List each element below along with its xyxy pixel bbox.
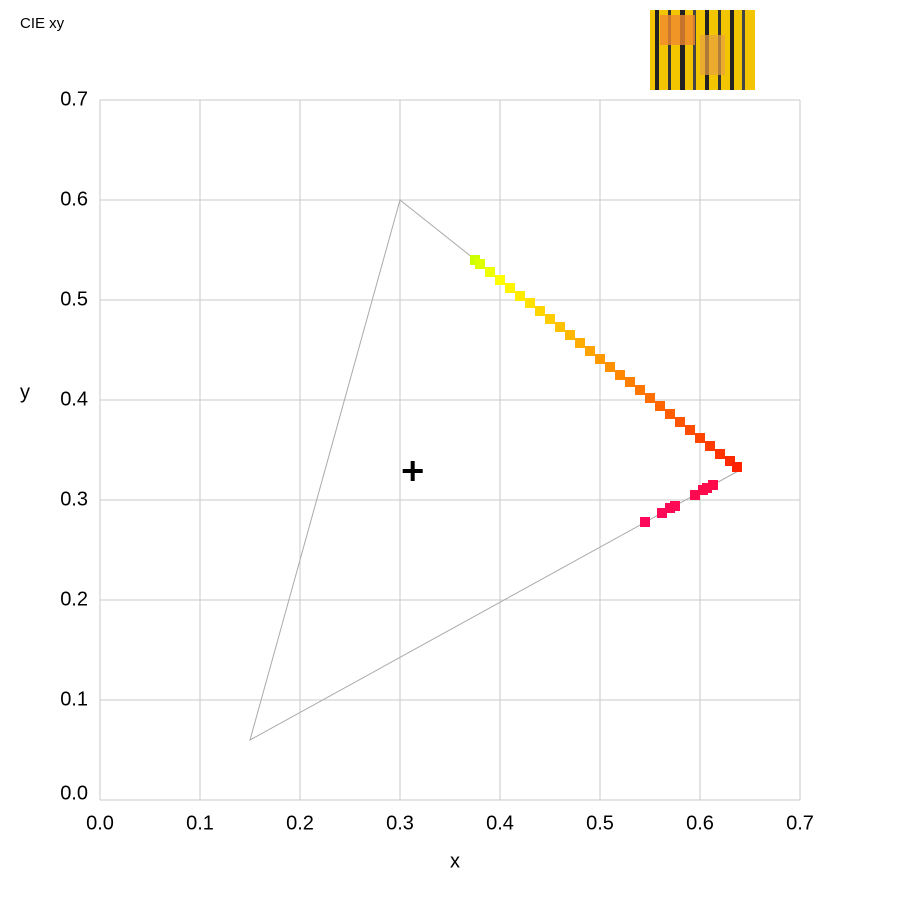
point (555, 322, 565, 332)
point (645, 393, 655, 403)
y-tick-label: 0.1 (60, 688, 88, 710)
y-axis-label: y (20, 381, 30, 403)
x-tick-label: 0.3 (386, 812, 414, 834)
point (640, 517, 650, 527)
point (625, 377, 635, 387)
point (475, 259, 485, 269)
point (695, 433, 705, 443)
x-tick-label: 0.0 (86, 812, 114, 834)
x-axis-label: x (450, 850, 460, 872)
y-tick-label: 0.3 (60, 488, 88, 510)
point (515, 291, 525, 301)
y-tick-label: 0.7 (60, 88, 88, 110)
point (635, 385, 645, 395)
point (670, 501, 680, 511)
point (725, 456, 735, 466)
x-tick-label: 0.2 (286, 812, 314, 834)
point (655, 401, 665, 411)
x-tick-label: 0.6 (686, 812, 714, 834)
point (605, 362, 615, 372)
point (657, 508, 667, 518)
x-tick-label: 0.5 (586, 812, 614, 834)
thumbnail (650, 10, 755, 90)
point (495, 275, 505, 285)
point (675, 417, 685, 427)
point (708, 480, 718, 490)
point (545, 314, 555, 324)
point (575, 338, 585, 348)
point (732, 462, 742, 472)
point (615, 370, 625, 380)
point (485, 267, 495, 277)
y-tick-label: 0.4 (60, 388, 88, 410)
point (585, 346, 595, 356)
white-point (402, 461, 423, 481)
point (665, 409, 675, 419)
point (690, 490, 700, 500)
y-tick-label: 0.5 (60, 288, 88, 310)
x-tick-label: 0.4 (486, 812, 514, 834)
point (525, 298, 535, 308)
y-tick-label: 0.6 (60, 188, 88, 210)
y-tick-label: 0.2 (60, 588, 88, 610)
point (715, 449, 725, 459)
point (565, 330, 575, 340)
point (702, 483, 712, 493)
chart-title: CIE xy (20, 15, 65, 32)
point (595, 354, 605, 364)
y-tick-label: 0.0 (60, 782, 88, 804)
point (535, 306, 545, 316)
x-tick-label: 0.1 (186, 812, 214, 834)
point (685, 425, 695, 435)
point (705, 441, 715, 451)
x-tick-label: 0.7 (786, 812, 814, 834)
point (505, 283, 515, 293)
